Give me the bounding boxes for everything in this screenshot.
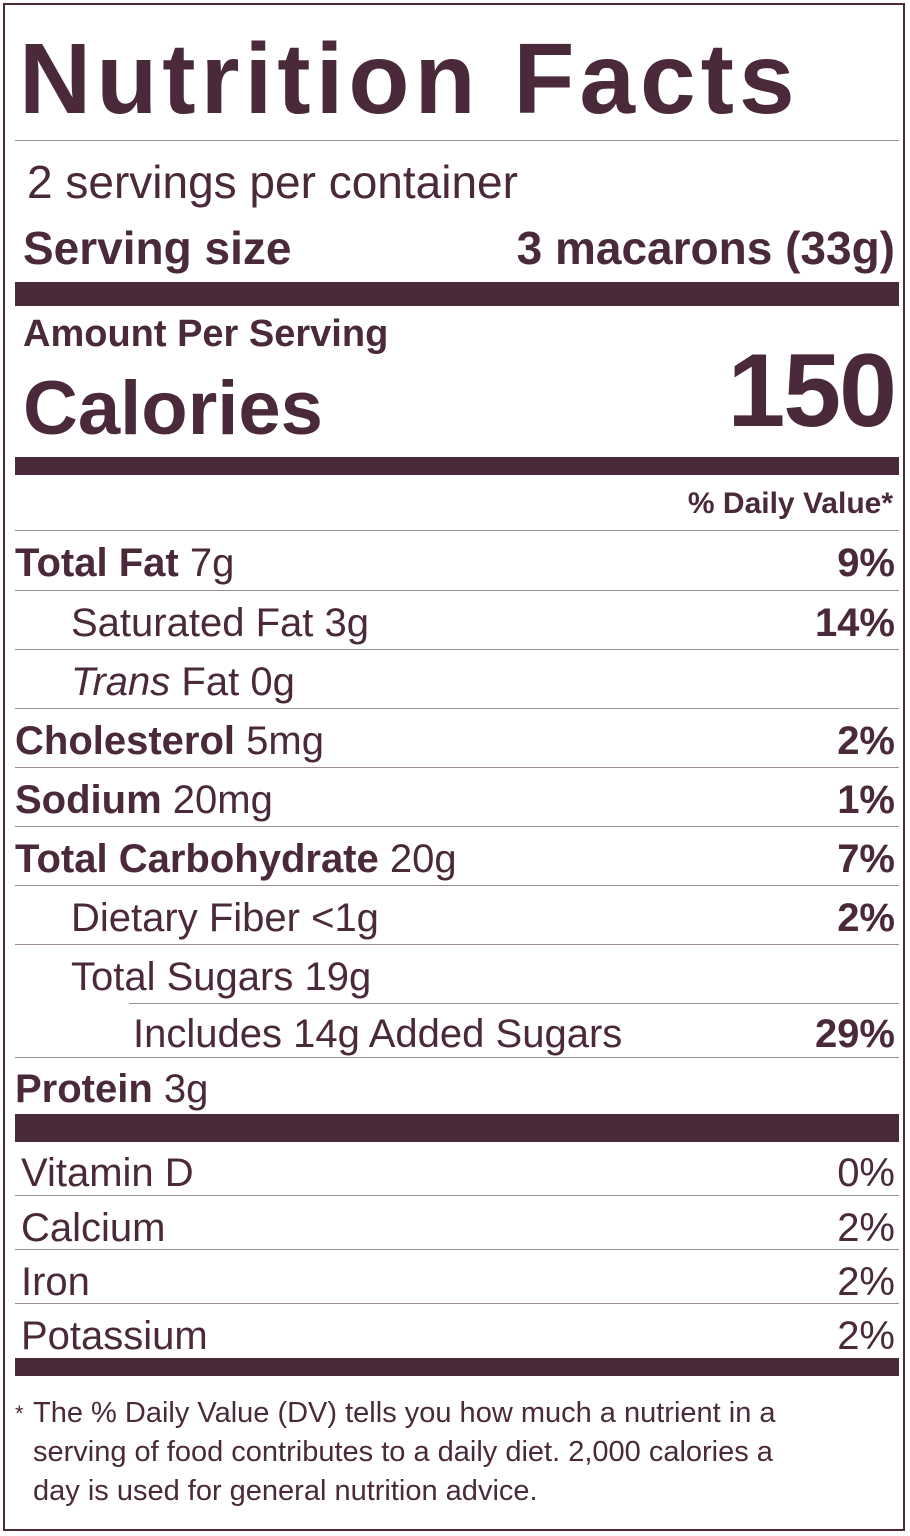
nutrient-row-total-sugars: Total Sugars 19g [15, 945, 899, 1003]
nutrient-row-protein: Protein 3g [15, 1057, 899, 1115]
row-divider [15, 1195, 899, 1196]
nutrient-amount: 19g [304, 955, 372, 999]
nutrition-facts-label: Nutrition Facts 2 servings per container… [3, 3, 905, 1531]
nutrient-name: Includes 14g Added Sugars [133, 1012, 623, 1056]
nutrient-label: Total Fat 7g [15, 541, 234, 586]
row-divider [15, 944, 899, 945]
nutrient-amount: 3g [163, 1067, 209, 1111]
row-divider [15, 708, 899, 709]
nutrient-name: Total Sugars [71, 955, 294, 999]
row-divider-indented [129, 1003, 899, 1004]
row-divider [15, 590, 899, 591]
vitamin-dv: 0% [837, 1151, 895, 1195]
vitamin-row-calcium: Calcium 2% [15, 1196, 899, 1250]
nutrient-amount: <1g [311, 896, 379, 940]
nutrient-row-trans-fat: Trans Fat 0g [15, 650, 899, 708]
footnote-asterisk: * [15, 1401, 24, 1426]
thick-bar-calories [15, 457, 899, 475]
nutrient-label: Saturated Fat 3g [71, 601, 369, 646]
nutrient-amount: 7g [189, 541, 235, 585]
vitamin-dv: 2% [837, 1206, 895, 1250]
row-divider [15, 1057, 899, 1058]
serving-size-value: 3 macarons (33g) [516, 222, 895, 274]
footnote-line-1: The % Daily Value (DV) tells you how muc… [33, 1397, 776, 1429]
row-divider [15, 885, 899, 886]
nutrient-name: Total Carbohydrate [15, 837, 379, 881]
daily-value-header: % Daily Value* [687, 487, 893, 520]
row-divider [15, 767, 899, 768]
nutrient-amount: 20mg [172, 778, 273, 822]
nutrient-row-cholesterol: Cholesterol 5mg 2% [15, 709, 899, 767]
nutrient-amount: 5mg [246, 719, 324, 763]
thick-bar-servings [15, 282, 899, 306]
serving-size-label: Serving size [23, 222, 292, 274]
nutrient-dv: 14% [814, 601, 895, 645]
nutrient-label: Includes 14g Added Sugars [133, 1012, 622, 1057]
amount-per-serving: Amount Per Serving [23, 313, 389, 355]
nutrient-dv: 29% [814, 1012, 895, 1056]
nutrient-label: Dietary Fiber <1g [71, 896, 379, 941]
nutrient-dv: 9% [837, 541, 895, 585]
vitamin-dv: 2% [837, 1314, 895, 1358]
nutrient-label: Sodium 20mg [15, 778, 273, 823]
footnote-line-2: serving of food contributes to a daily d… [33, 1436, 773, 1468]
nutrient-label: Cholesterol 5mg [15, 719, 324, 764]
nutrient-label: Trans Fat 0g [71, 660, 295, 705]
nutrient-name-italic: Trans [71, 660, 171, 704]
row-divider [15, 826, 899, 827]
dv-divider [15, 530, 899, 531]
nutrient-name: Saturated Fat [71, 601, 314, 645]
nutrient-label: Protein 3g [15, 1067, 208, 1112]
nutrient-row-saturated-fat: Saturated Fat 3g 14% [15, 591, 899, 649]
nutrient-row-sodium: Sodium 20mg 1% [15, 768, 899, 826]
thick-bar-protein [15, 1114, 899, 1142]
nutrient-name: Protein [15, 1067, 153, 1111]
nutrient-label: Total Carbohydrate 20g [15, 837, 457, 882]
calories-label: Calories [23, 366, 323, 451]
nutrient-dv: 2% [837, 896, 895, 940]
nutrient-dv: 2% [837, 719, 895, 763]
nutrient-row-total-fat: Total Fat 7g 9% [15, 531, 899, 589]
nutrient-label: Total Sugars 19g [71, 955, 371, 1000]
nutrient-row-total-carbohydrate: Total Carbohydrate 20g 7% [15, 827, 899, 885]
nutrient-amount: 20g [389, 837, 457, 881]
vitamin-dv: 2% [837, 1260, 895, 1304]
vitamin-name: Iron [21, 1260, 90, 1304]
vitamin-row-iron: Iron 2% [15, 1250, 899, 1304]
vitamin-name: Vitamin D [21, 1151, 194, 1195]
nutrient-row-added-sugars: Includes 14g Added Sugars 29% [15, 1002, 899, 1060]
nutrient-name: Sodium [15, 778, 162, 822]
vitamin-row-potassium: Potassium 2% [15, 1304, 899, 1358]
calories-value: 150 [727, 333, 897, 449]
nutrient-dv: 1% [837, 778, 895, 822]
label-title: Nutrition Facts [19, 23, 800, 135]
title-divider [15, 140, 899, 141]
row-divider [15, 1303, 899, 1304]
nutrient-row-dietary-fiber: Dietary Fiber <1g 2% [15, 886, 899, 944]
row-divider [15, 649, 899, 650]
footnote-line-3: day is used for general nutrition advice… [33, 1475, 538, 1507]
vitamin-name: Calcium [21, 1206, 166, 1250]
thick-bar-vitamins [15, 1358, 899, 1376]
nutrient-amount: 3g [324, 601, 370, 645]
nutrient-name: Total Fat [15, 541, 179, 585]
servings-per-container: 2 servings per container [27, 156, 518, 208]
nutrient-name: Dietary Fiber [71, 896, 300, 940]
row-divider [15, 1249, 899, 1250]
nutrient-name: Fat [181, 660, 240, 704]
nutrient-name: Cholesterol [15, 719, 236, 763]
nutrient-amount: 0g [250, 660, 295, 704]
vitamin-name: Potassium [21, 1314, 208, 1358]
nutrient-dv: 7% [837, 837, 895, 881]
vitamin-row-vitamin-d: Vitamin D 0% [15, 1141, 899, 1195]
